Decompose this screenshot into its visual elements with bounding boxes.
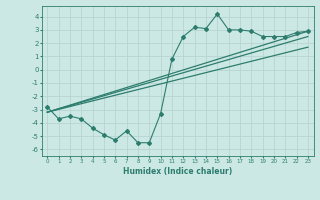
X-axis label: Humidex (Indice chaleur): Humidex (Indice chaleur)	[123, 167, 232, 176]
